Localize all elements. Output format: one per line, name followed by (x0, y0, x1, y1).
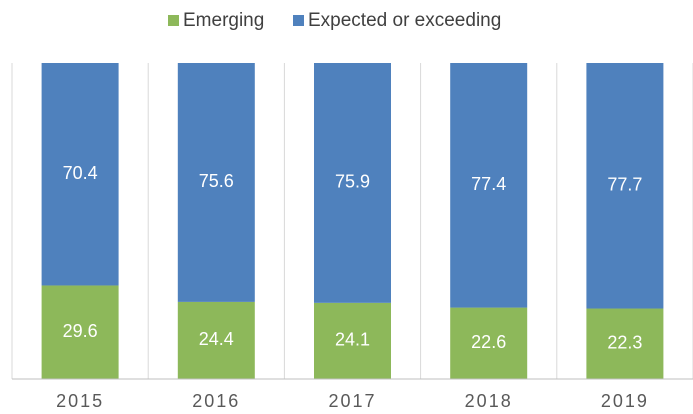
value-label: 75.6 (199, 171, 234, 191)
legend-swatch (168, 15, 179, 26)
value-label: 24.1 (335, 330, 370, 350)
value-label: 70.4 (63, 163, 98, 183)
bar-segment (177, 63, 255, 302)
x-tick-label: 2017 (328, 391, 376, 411)
bar-segment (450, 307, 528, 379)
legend-swatch (293, 15, 304, 26)
legend-label: Emerging (183, 10, 264, 31)
bar-segment (314, 63, 391, 303)
value-label: 77.4 (471, 174, 506, 194)
x-tick-label: 2018 (465, 391, 513, 411)
x-tick-label: 2016 (192, 391, 240, 411)
bar-segment (314, 302, 391, 379)
value-label: 24.4 (199, 329, 234, 349)
value-label: 29.6 (63, 321, 98, 341)
bar-segment (586, 63, 664, 309)
x-tick-label: 2019 (601, 391, 649, 411)
value-label: 22.6 (471, 332, 506, 352)
value-label: 22.3 (607, 333, 642, 353)
bar-segment (586, 308, 664, 379)
legend-label: Expected or exceeding (308, 10, 501, 31)
bar-segment (41, 63, 119, 286)
value-label: 75.9 (335, 172, 370, 192)
x-tick-label: 2015 (56, 391, 104, 411)
bar-segment (177, 301, 255, 379)
bar-segment (450, 63, 528, 308)
value-label: 77.7 (607, 175, 642, 195)
bar-segment (41, 285, 119, 379)
